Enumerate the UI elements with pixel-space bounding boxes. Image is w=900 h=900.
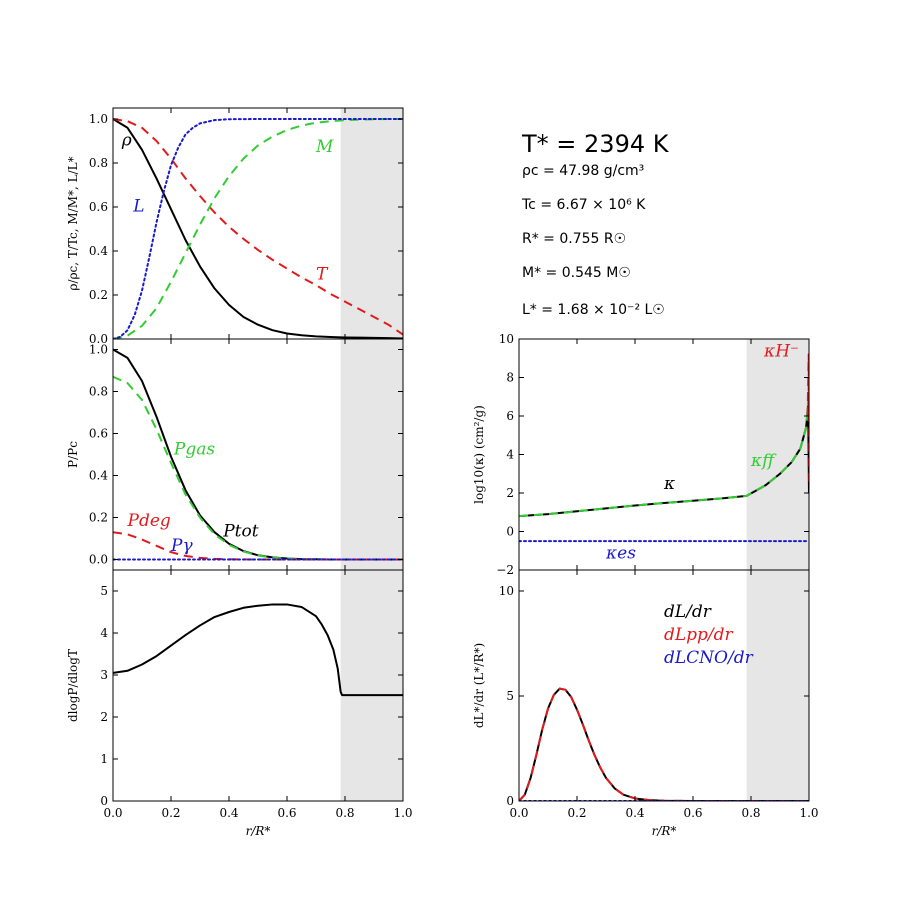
series-line bbox=[113, 375, 403, 561]
structure-panel: 0.0 0.2 0.4 0.6 0.8 1.0 ρ/ρc, T/Tc, M/M*, L/L*… bbox=[66, 107, 404, 346]
y-tick-label: 5 bbox=[506, 689, 514, 703]
legend-dldr: dL/dr bbox=[664, 602, 712, 622]
series-annotation: κes bbox=[605, 543, 636, 563]
x-tick-label: 1.0 bbox=[393, 806, 412, 820]
stellar-parameters: T* = 2394 K ρc = 47.98 g/cm³ Tc = 6.67 ×… bbox=[521, 130, 670, 318]
y-tick-label: 1.0 bbox=[89, 343, 108, 357]
y-tick-label: 0.2 bbox=[89, 288, 108, 302]
central-temperature: Tc = 6.67 × 10⁶ K bbox=[521, 197, 646, 213]
y-tick-label: 1.0 bbox=[89, 112, 108, 126]
y-axis-label: dL*/dr (L*/R*) bbox=[472, 643, 486, 728]
series-annotation: κ bbox=[663, 474, 675, 494]
y-tick-label: 8 bbox=[506, 371, 514, 385]
y-tick-label: 0 bbox=[506, 794, 514, 808]
x-axis-label: r/R* bbox=[246, 824, 271, 838]
series-annotation: Pγ bbox=[170, 536, 193, 556]
y-axis-label: dlogP/dlogT bbox=[66, 649, 80, 722]
y-tick-label: 6 bbox=[506, 409, 514, 423]
series-annotation: κff bbox=[750, 451, 777, 471]
y-tick-label: 0 bbox=[506, 525, 514, 539]
series-annotation: M bbox=[315, 137, 334, 157]
y-tick-label: 0.4 bbox=[89, 469, 108, 483]
y-axis-label: P/Pc bbox=[66, 441, 80, 468]
luminosity-gradient-panel: 0 5 10 0.0 0.2 0.4 0.6 0.8 1.0 r/R* dL*/dr (L*/R*) bbox=[472, 569, 819, 838]
series-annotation: ρ bbox=[121, 130, 132, 150]
x-tick-label: 0.0 bbox=[509, 806, 528, 820]
pressure-panel: 0.0 0.2 0.4 0.6 0.8 1.0 P/Pc Pgas Pdeg Ptot Pγ bbox=[66, 338, 404, 571]
x-tick-label: 0.2 bbox=[567, 806, 586, 820]
y-tick-label: 10 bbox=[499, 332, 514, 346]
y-tick-label: 0.2 bbox=[89, 511, 108, 525]
dlogp-dlogt-panel: 0 1 2 3 4 5 0.0 0.2 0.4 0.6 0.8 1.0 r/R* dlogP/dlogT bbox=[66, 569, 413, 838]
plot-frame bbox=[112, 569, 404, 802]
x-tick-label: 0.6 bbox=[277, 806, 296, 820]
x-tick-label: 0.6 bbox=[683, 806, 702, 820]
y-tick-label: 5 bbox=[100, 584, 108, 598]
series-line bbox=[113, 531, 403, 561]
opacity-panel: −2 0 2 4 6 8 10 log10(κ) (cm²/g) κH⁻ κff κ κes bbox=[472, 332, 810, 577]
x-tick-label: 1.0 bbox=[799, 806, 818, 820]
plot-frame bbox=[518, 569, 810, 802]
x-tick-label: 0.2 bbox=[161, 806, 180, 820]
y-tick-label: 0.8 bbox=[89, 156, 108, 170]
y-tick-label: −2 bbox=[496, 563, 514, 577]
luminosity-legend: dL/dr dLpp/dr dLCNO/dr bbox=[664, 602, 754, 668]
stellar-temperature: T* = 2394 K bbox=[521, 130, 670, 158]
series-annotation: T bbox=[316, 265, 329, 285]
y-axis-label: ρ/ρc, T/Tc, M/M*, L/L* bbox=[66, 156, 80, 290]
legend-dlcno: dLCNO/dr bbox=[664, 648, 754, 668]
series-line bbox=[113, 603, 403, 697]
series-line bbox=[519, 377, 809, 518]
series-line bbox=[113, 118, 403, 336]
y-tick-label: 4 bbox=[506, 448, 514, 462]
y-tick-label: 0.8 bbox=[89, 385, 108, 399]
y-tick-label: 0.6 bbox=[89, 200, 108, 214]
y-tick-label: 1 bbox=[100, 752, 108, 766]
y-tick-label: 10 bbox=[499, 584, 514, 598]
x-tick-label: 0.4 bbox=[219, 806, 238, 820]
stellar-mass: M* = 0.545 M☉ bbox=[522, 265, 631, 281]
series-annotation: Pgas bbox=[173, 440, 215, 460]
y-tick-label: 0.0 bbox=[89, 553, 108, 567]
stellar-radius: R* = 0.755 R☉ bbox=[522, 231, 626, 247]
y-axis-label: log10(κ) (cm²/g) bbox=[472, 405, 486, 504]
series-annotation: Ptot bbox=[222, 521, 259, 541]
stellar-luminosity: L* = 1.68 × 10⁻² L☉ bbox=[522, 302, 665, 318]
central-density: ρc = 47.98 g/cm³ bbox=[522, 163, 644, 179]
y-tick-label: 0.6 bbox=[89, 427, 108, 441]
x-axis-label: r/R* bbox=[652, 824, 677, 838]
series-annotation: Pdeg bbox=[127, 511, 171, 531]
shaded-region bbox=[340, 570, 403, 801]
shaded-region bbox=[340, 108, 403, 339]
series-annotation: κH⁻ bbox=[763, 341, 799, 361]
shaded-region bbox=[340, 339, 403, 570]
shaded-region bbox=[746, 339, 809, 570]
series-group bbox=[113, 603, 403, 697]
y-tick-label: 3 bbox=[100, 668, 108, 682]
x-tick-label: 0.8 bbox=[741, 806, 760, 820]
y-tick-label: 0.0 bbox=[89, 332, 108, 346]
shaded-region bbox=[746, 570, 809, 801]
series-group bbox=[113, 118, 403, 339]
y-tick-label: 2 bbox=[506, 486, 514, 500]
y-tick-label: 2 bbox=[100, 710, 108, 724]
series-group bbox=[113, 348, 403, 561]
y-tick-label: 0.4 bbox=[89, 244, 108, 258]
series-line bbox=[113, 118, 403, 339]
y-tick-label: 4 bbox=[100, 626, 108, 640]
series-line bbox=[113, 118, 403, 339]
x-tick-label: 0.8 bbox=[335, 806, 354, 820]
x-tick-label: 0.0 bbox=[103, 806, 122, 820]
x-tick-label: 0.4 bbox=[625, 806, 644, 820]
series-annotation: L bbox=[132, 196, 144, 216]
y-tick-label: 0 bbox=[100, 794, 108, 808]
legend-dlpp: dLpp/dr bbox=[664, 625, 734, 645]
